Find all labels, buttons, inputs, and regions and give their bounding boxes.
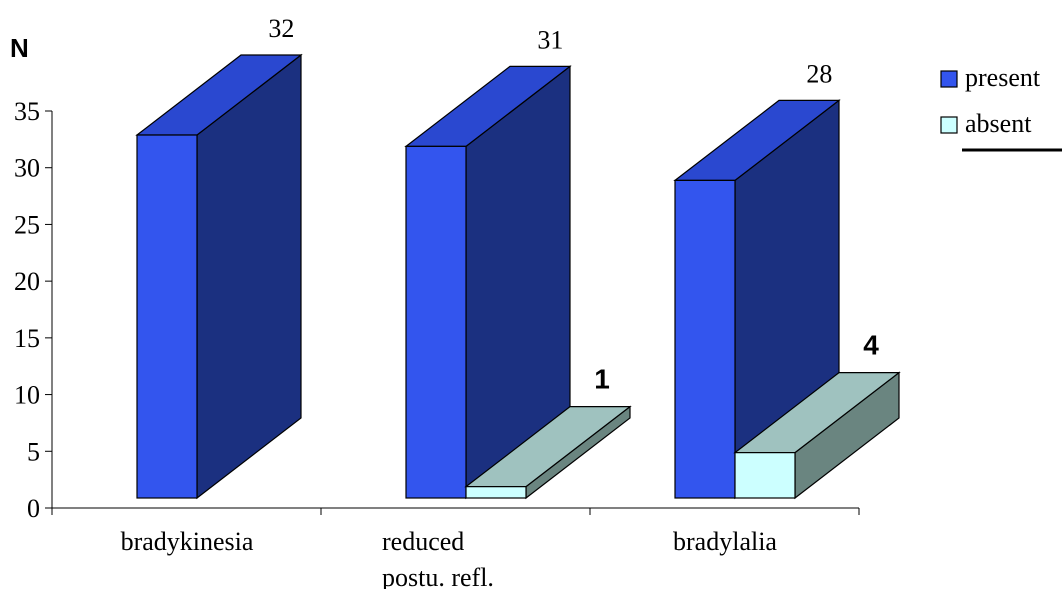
y-tick-label: 10 <box>14 381 40 410</box>
axes: 0 5 10 15 20 25 30 35 bradykinesia reduced postu. … <box>14 97 860 589</box>
x-category-label: bradykinesia <box>121 527 254 556</box>
bar-absent <box>464 405 632 500</box>
y-axis-label: N <box>10 33 29 63</box>
data-label-present: 31 <box>537 25 563 54</box>
y-tick-label: 0 <box>27 494 40 523</box>
bar-present <box>404 65 572 500</box>
bar-present <box>135 53 303 500</box>
data-label-absent: 4 <box>863 330 879 361</box>
x-category-label: reduced <box>382 527 464 556</box>
bar-present-front <box>136 134 198 499</box>
data-label-absent: 1 <box>594 364 610 395</box>
y-tick-label: 30 <box>14 154 40 183</box>
data-label-present: 32 <box>268 14 294 43</box>
legend-swatch <box>940 116 958 134</box>
legend: present absent <box>940 63 1062 152</box>
legend-label: absent <box>965 109 1032 138</box>
bar-present-front <box>405 145 467 499</box>
data-labels: 32 31 28 1 4 <box>268 14 879 395</box>
bar-absent-front <box>465 486 527 499</box>
data-label-present: 28 <box>806 59 832 88</box>
y-tick-label: 20 <box>14 267 40 296</box>
bars <box>135 53 901 500</box>
y-tick-label: 25 <box>14 210 40 239</box>
y-tick-label: 35 <box>14 97 40 126</box>
legend-label: present <box>965 63 1041 92</box>
legend-swatch <box>940 70 958 88</box>
bar-absent <box>733 371 901 500</box>
bar-absent-front <box>734 452 796 499</box>
x-category-label: postu. refl. <box>382 563 494 589</box>
bar-present-front <box>674 179 736 499</box>
y-tick-label: 5 <box>27 437 40 466</box>
y-tick-label: 15 <box>14 324 40 353</box>
x-category-label: bradylalia <box>673 527 777 556</box>
